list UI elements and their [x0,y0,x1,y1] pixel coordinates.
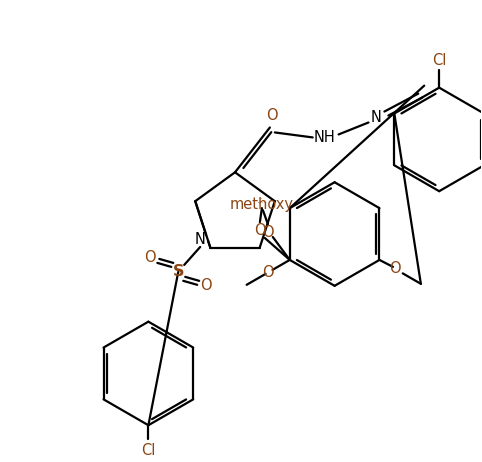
Text: methoxy_ch3: methoxy_ch3 [258,201,268,203]
Text: O: O [262,265,274,280]
Text: O: O [254,223,266,237]
Text: O: O [261,198,262,199]
Text: Cl: Cl [141,443,156,458]
Text: N: N [195,231,206,247]
Text: NH: NH [314,130,335,145]
Text: Cl: Cl [432,53,446,68]
Text: O: O [389,261,401,276]
Text: methoxy: methoxy [230,197,294,212]
Text: S: S [173,264,184,280]
Text: O: O [145,250,156,266]
Text: N: N [371,110,382,125]
Text: O: O [262,225,274,239]
Text: O: O [266,108,278,123]
Text: O: O [201,278,212,293]
